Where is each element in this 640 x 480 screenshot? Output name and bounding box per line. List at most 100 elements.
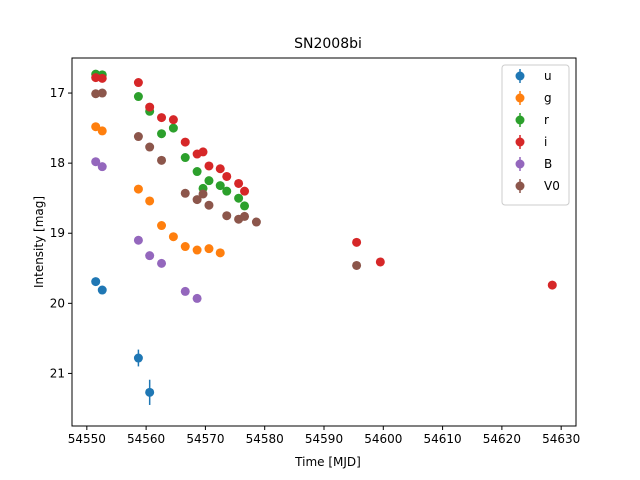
data-point: [91, 157, 101, 167]
x-tick-label: 54550: [68, 432, 106, 446]
data-point: [145, 387, 155, 397]
data-point: [222, 171, 232, 181]
data-point: [145, 102, 155, 112]
data-point: [215, 248, 225, 258]
data-point: [251, 217, 261, 227]
data-point: [145, 251, 155, 261]
data-point: [234, 178, 244, 188]
data-point: [133, 132, 143, 142]
data-point: [133, 78, 143, 88]
data-point: [198, 189, 208, 199]
data-point: [91, 73, 101, 83]
legend-marker: [515, 115, 525, 125]
data-point: [145, 142, 155, 152]
plot-marks: [91, 69, 557, 405]
x-tick-label: 54600: [364, 432, 402, 446]
x-tick-label: 54590: [305, 432, 343, 446]
data-point: [204, 176, 214, 186]
y-tick-label: 18: [50, 156, 65, 170]
data-point: [375, 257, 385, 267]
data-point: [97, 285, 107, 295]
data-point: [215, 181, 225, 191]
y-tick-label: 17: [50, 86, 65, 100]
data-point: [180, 137, 190, 147]
data-point: [198, 147, 208, 157]
x-axis-label: Time [MJD]: [294, 455, 361, 469]
y-axis-ticks: 17 18 19 20 21: [50, 86, 72, 380]
data-point: [168, 232, 178, 242]
legend-label: g: [544, 91, 552, 105]
x-tick-label: 54570: [186, 432, 224, 446]
data-point: [222, 186, 232, 196]
y-tick-label: 19: [50, 226, 65, 240]
data-point: [91, 277, 101, 287]
y-tick-label: 20: [50, 296, 65, 310]
data-point: [145, 196, 155, 206]
series-V0: [91, 88, 362, 270]
data-point: [192, 167, 202, 177]
data-point: [204, 200, 214, 210]
x-axis-ticks: 54550 54560 54570 54580 54590 54600 54610 54620…: [68, 426, 580, 446]
data-point: [234, 193, 244, 203]
data-point: [157, 129, 167, 139]
data-point: [192, 245, 202, 255]
series-u: [91, 277, 155, 405]
data-point: [168, 115, 178, 125]
data-point: [133, 235, 143, 245]
data-point: [240, 211, 250, 221]
data-point: [180, 188, 190, 198]
data-point: [215, 164, 225, 174]
data-point: [157, 155, 167, 165]
y-axis-label: Intensity [mag]: [32, 196, 46, 288]
legend-label: r: [544, 113, 549, 127]
data-point: [352, 237, 362, 247]
legend-label: V0: [544, 179, 560, 193]
data-point: [192, 195, 202, 205]
data-point: [91, 89, 101, 99]
legend-label: B: [544, 157, 552, 171]
data-point: [157, 221, 167, 231]
data-point: [157, 258, 167, 268]
data-point: [91, 122, 101, 132]
data-point: [240, 186, 250, 196]
data-point: [97, 73, 107, 83]
data-point: [222, 211, 232, 221]
legend-marker: [515, 137, 525, 147]
x-tick-label: 54610: [423, 432, 461, 446]
x-tick-label: 54620: [483, 432, 521, 446]
data-point: [97, 126, 107, 136]
series-i: [91, 73, 557, 290]
legend-label: u: [544, 69, 552, 83]
data-point: [192, 293, 202, 303]
data-point: [180, 153, 190, 163]
data-point: [180, 286, 190, 296]
data-point: [97, 88, 107, 98]
series-B: [91, 157, 202, 303]
legend-marker: [515, 71, 525, 81]
data-point: [133, 353, 143, 363]
data-point: [180, 242, 190, 252]
legend-marker: [515, 181, 525, 191]
data-point: [204, 244, 214, 254]
data-point: [240, 201, 250, 211]
series-g: [91, 122, 225, 258]
chart-title: SN2008bi: [294, 36, 362, 52]
data-point: [204, 161, 214, 171]
legend-label: i: [544, 135, 547, 149]
data-point: [352, 260, 362, 270]
data-point: [547, 280, 557, 290]
data-point: [168, 123, 178, 133]
x-tick-label: 54630: [542, 432, 580, 446]
legend-marker: [515, 159, 525, 169]
x-tick-label: 54580: [246, 432, 284, 446]
data-point: [133, 184, 143, 194]
data-point: [97, 162, 107, 172]
data-point: [133, 92, 143, 102]
data-point: [157, 113, 167, 123]
legend-marker: [515, 93, 525, 103]
y-tick-label: 21: [50, 366, 65, 380]
x-tick-label: 54560: [127, 432, 165, 446]
series-r: [91, 69, 250, 211]
